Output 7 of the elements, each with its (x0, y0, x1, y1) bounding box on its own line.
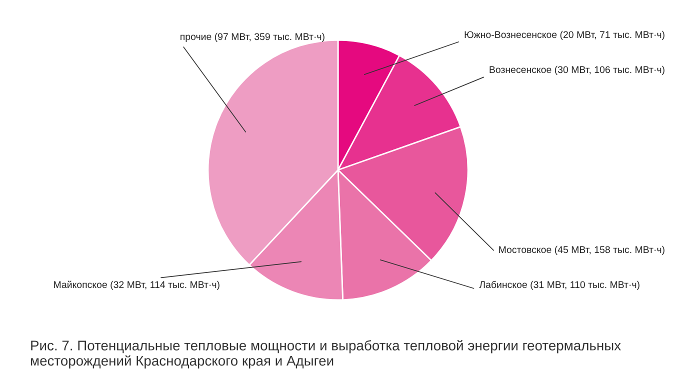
slice-label: Вознесенское (30 МВт, 106 тыс. МВт·ч) (490, 66, 664, 75)
slice-label: Майкопское (32 МВт, 114 тыс. МВт·ч) (54, 280, 220, 290)
text: Рис. 7. Потенциальные тепловые мощности и выработка тепловой энергии геотермальных месторождений Краснодарского края и Адыгеи (30, 340, 621, 368)
slice-label: Мостовское (45 МВт, 158 тыс. МВт·ч) (499, 246, 664, 255)
slice-label: Южно-Вознесенское (20 МВт, 71 тыс. МВт·ч) (464, 30, 664, 40)
slice-label: Лабинское (31 МВт, 110 тыс. МВт·ч) (479, 280, 640, 290)
slice-label: прочие (97 МВт, 359 тыс. МВт·ч) (180, 32, 324, 42)
